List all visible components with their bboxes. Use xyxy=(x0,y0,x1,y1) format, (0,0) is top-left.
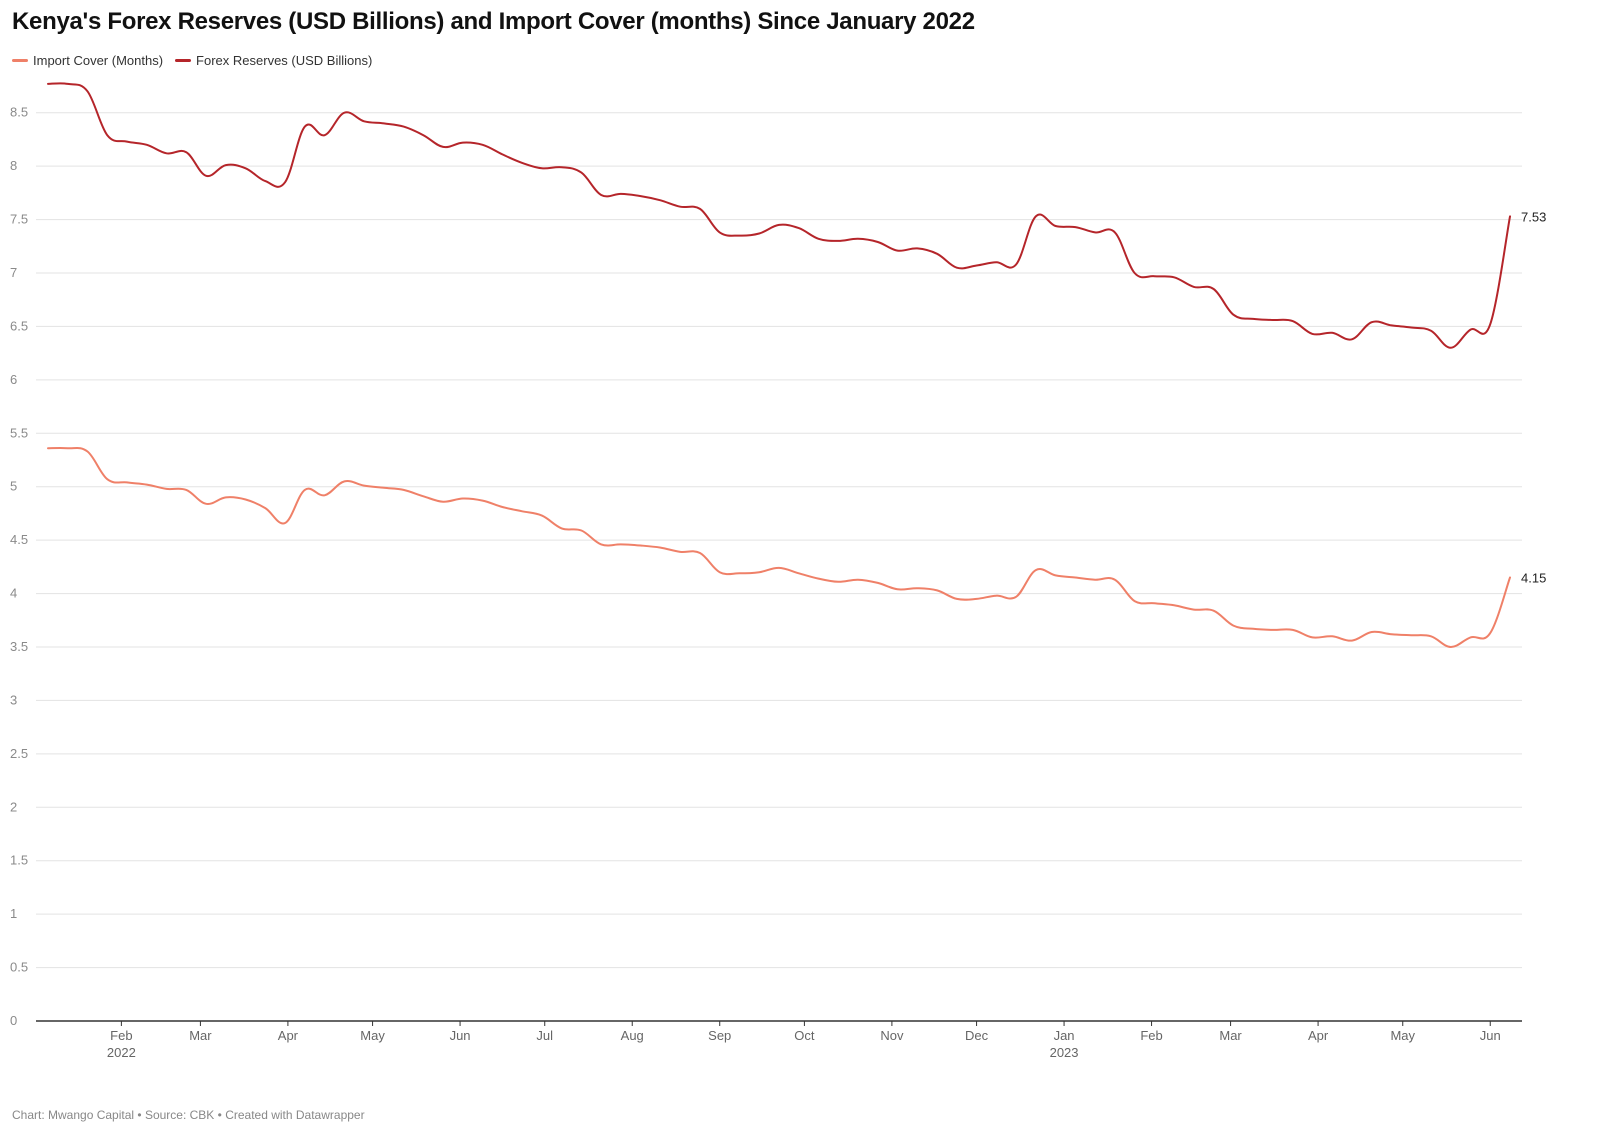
y-tick-label: 0.5 xyxy=(10,960,28,975)
footer-separator: • xyxy=(214,1108,226,1122)
legend-item-forex-reserves: Forex Reserves (USD Billions) xyxy=(175,53,372,68)
x-tick-label: May xyxy=(360,1028,385,1043)
x-axis-ticks: Feb 2022 Mar Apr May Jun Jul Aug Sep Oct Nov Dec Jan… xyxy=(107,1021,1501,1060)
legend: Import Cover (Months) Forex Reserves (US… xyxy=(12,53,384,68)
series-line-import-cover xyxy=(47,446,1511,649)
x-tick-label: Nov xyxy=(880,1028,904,1043)
y-tick-label: 2 xyxy=(10,799,17,814)
x-tick-label: Oct xyxy=(794,1028,815,1043)
x-tick-label: Jun xyxy=(1480,1028,1501,1043)
x-tick-label: Aug xyxy=(621,1028,644,1043)
legend-swatch-import-cover xyxy=(12,59,28,62)
y-tick-label: 5 xyxy=(10,479,17,494)
legend-swatch-forex-reserves xyxy=(175,59,192,62)
y-tick-label: 8.5 xyxy=(10,105,28,120)
end-labels: 4.15 7.53 xyxy=(1521,209,1546,585)
end-label-forex-reserves: 7.53 xyxy=(1521,209,1546,224)
series-lines xyxy=(47,82,1511,649)
x-tick-label: Feb xyxy=(110,1028,132,1043)
x-tick-label: Mar xyxy=(1219,1028,1242,1043)
y-tick-label: 8 xyxy=(10,158,17,173)
legend-label-forex-reserves: Forex Reserves (USD Billions) xyxy=(196,53,373,68)
x-tick-label: Jun xyxy=(450,1028,471,1043)
chart-title: Kenya's Forex Reserves (USD Billions) an… xyxy=(12,8,975,35)
x-tick-label: May xyxy=(1390,1028,1415,1043)
y-tick-label: 6 xyxy=(10,372,17,387)
y-tick-label: 3 xyxy=(10,692,17,707)
x-tick-label: Feb xyxy=(1140,1028,1162,1043)
x-tick-label: Dec xyxy=(965,1028,989,1043)
legend-label-import-cover: Import Cover (Months) xyxy=(33,53,164,68)
line-chart: 0 0.5 1 1.5 2 2.5 3 3.5 4 4.5 5 5.5 6 6.5 7 7.5 8 8.5 Feb… xyxy=(10,82,1546,1060)
x-tick-sublabel: 2023 xyxy=(1050,1045,1079,1060)
y-tick-label: 3.5 xyxy=(10,639,28,654)
y-tick-label: 0 xyxy=(10,1013,17,1028)
y-tick-label: 7.5 xyxy=(10,212,28,227)
y-tick-label: 5.5 xyxy=(10,425,28,440)
y-tick-label: 6.5 xyxy=(10,318,28,333)
footer-separator: • xyxy=(134,1108,145,1122)
x-tick-label: Apr xyxy=(1308,1028,1329,1043)
y-tick-label: 4.5 xyxy=(10,532,28,547)
y-tick-label: 1 xyxy=(10,906,17,921)
y-axis-ticks: 0 0.5 1 1.5 2 2.5 3 3.5 4 4.5 5 5.5 6 6.5 7 7.5 8 8.5 xyxy=(10,105,28,1028)
x-tick-label: Sep xyxy=(708,1028,731,1043)
end-label-import-cover: 4.15 xyxy=(1521,571,1546,586)
y-tick-label: 4 xyxy=(10,586,17,601)
x-tick-sublabel: 2022 xyxy=(107,1045,136,1060)
y-tick-label: 7 xyxy=(10,265,17,280)
y-tick-label: 1.5 xyxy=(10,853,28,868)
series-line-forex-reserves xyxy=(47,82,1511,349)
footer-created-with: Created with Datawrapper xyxy=(225,1108,365,1122)
gridlines xyxy=(36,112,1522,1022)
x-tick-label: Apr xyxy=(278,1028,299,1043)
x-tick-label: Mar xyxy=(189,1028,212,1043)
legend-item-import-cover: Import Cover (Months) xyxy=(12,53,163,68)
footer-source: Source: CBK xyxy=(144,1108,215,1122)
x-tick-label: Jul xyxy=(536,1028,553,1043)
footer: Chart: Mwango Capital • Source: CBK • Cr… xyxy=(12,1108,365,1122)
footer-chart-by: Chart: Mwango Capital xyxy=(12,1108,135,1122)
y-tick-label: 2.5 xyxy=(10,746,28,761)
x-tick-label: Jan xyxy=(1054,1028,1075,1043)
